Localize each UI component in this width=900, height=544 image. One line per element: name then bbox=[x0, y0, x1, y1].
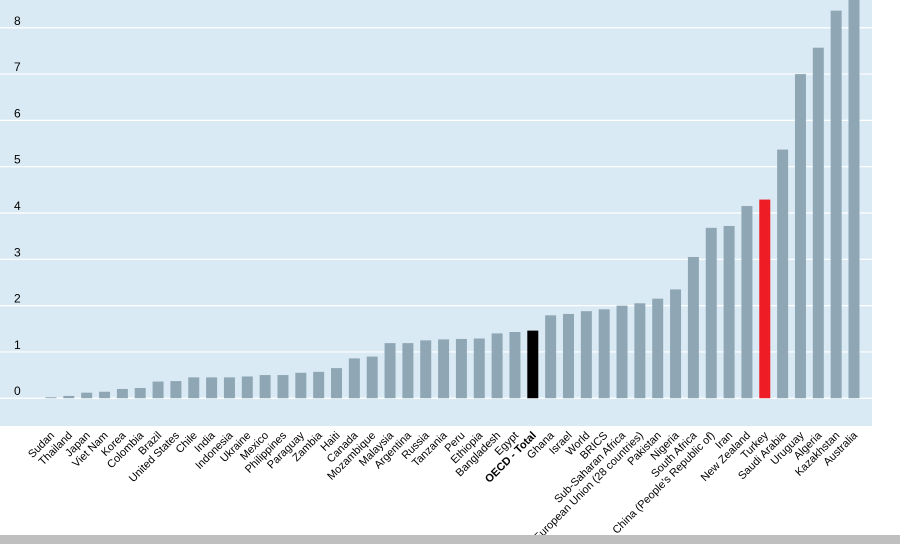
bar-mexico bbox=[259, 375, 271, 399]
y-tick-label-8: 8 bbox=[14, 14, 21, 28]
bar-algeria bbox=[812, 47, 824, 399]
bar-uruguay bbox=[794, 74, 806, 399]
bar-korea bbox=[116, 388, 128, 399]
bar-egypt bbox=[509, 332, 521, 399]
bar-saudi-arabia bbox=[777, 149, 789, 399]
bar-zambia bbox=[313, 371, 325, 399]
bar-thailand bbox=[63, 395, 75, 399]
bar-india bbox=[206, 377, 218, 399]
y-tick-label-0: 0 bbox=[14, 384, 21, 398]
bar-sudan bbox=[45, 397, 57, 399]
bar-pakistan bbox=[652, 298, 664, 399]
bar-canada bbox=[348, 358, 360, 399]
bar-russia bbox=[420, 340, 432, 399]
bar-australia bbox=[848, 0, 860, 399]
bar-viet-nam bbox=[99, 391, 111, 399]
bar-sub-saharan-africa bbox=[616, 305, 628, 399]
bar-tanzania bbox=[438, 339, 450, 399]
bar-haiti bbox=[331, 368, 343, 399]
bar-philippines bbox=[277, 375, 289, 399]
bar-indonesia bbox=[223, 377, 235, 399]
bar-world bbox=[580, 311, 592, 399]
y-tick-label-5: 5 bbox=[14, 153, 21, 167]
bar-brics bbox=[598, 309, 610, 399]
bar-turkey bbox=[759, 199, 771, 399]
bar-ukraine bbox=[241, 376, 253, 399]
y-tick-label-7: 7 bbox=[14, 60, 21, 74]
bar-peru bbox=[455, 338, 467, 399]
footer-bar bbox=[0, 535, 900, 544]
bar-paraguay bbox=[295, 372, 307, 399]
bar-malaysia bbox=[384, 343, 396, 399]
y-tick-label-6: 6 bbox=[14, 106, 21, 120]
bar-ethiopia bbox=[473, 338, 485, 399]
bar-south-africa bbox=[687, 256, 699, 399]
bar-china-people-s-republic-of bbox=[705, 227, 717, 399]
bar-mozambique bbox=[366, 356, 378, 399]
bar-bangladesh bbox=[491, 333, 503, 399]
bar-israel bbox=[562, 313, 574, 399]
bar-european-union-28-countries bbox=[634, 303, 646, 399]
y-tick-label-1: 1 bbox=[14, 338, 21, 352]
bar-argentina bbox=[402, 343, 414, 399]
bar-iran bbox=[723, 225, 735, 399]
bar-colombia bbox=[134, 388, 146, 399]
y-tick-label-2: 2 bbox=[14, 292, 21, 306]
y-tick-label-4: 4 bbox=[14, 199, 21, 213]
bar-chile bbox=[188, 377, 200, 399]
y-tick-label-3: 3 bbox=[14, 245, 21, 259]
bar-united-states bbox=[170, 381, 182, 399]
bar-japan bbox=[81, 392, 93, 399]
bar-nigeria bbox=[670, 289, 682, 399]
bar-ghana bbox=[545, 315, 557, 399]
bar-oecd-total bbox=[527, 330, 539, 399]
y-axis-tick-labels: 0 1 2 3 4 5 6 7 8 bbox=[14, 14, 21, 398]
bar-brazil bbox=[152, 381, 164, 399]
bar-kazakhstan bbox=[830, 10, 842, 399]
bars bbox=[45, 0, 860, 399]
bar-new-zealand bbox=[741, 206, 753, 399]
